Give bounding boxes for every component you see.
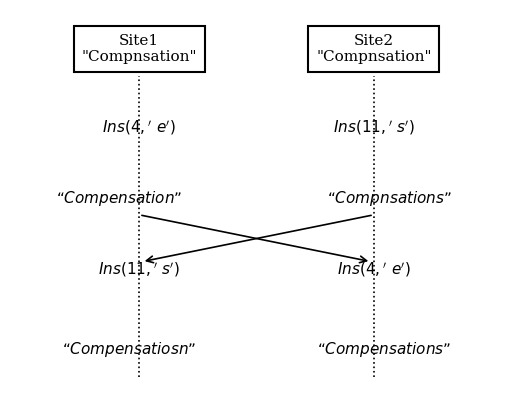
Text: “$Compensation$”: “$Compensation$” <box>55 189 182 209</box>
Text: Site2
"Compnsation": Site2 "Compnsation" <box>316 34 431 64</box>
Text: “$Compensations$”: “$Compensations$” <box>317 339 451 359</box>
Text: $Ins(11,{}^{\prime}\ s{}^{\prime})$: $Ins(11,{}^{\prime}\ s{}^{\prime})$ <box>333 119 415 137</box>
Text: “$Compensatiosn$”: “$Compensatiosn$” <box>62 339 196 359</box>
Text: $Ins(11,{}^{\prime}\ s{}^{\prime})$: $Ins(11,{}^{\prime}\ s{}^{\prime})$ <box>98 261 180 279</box>
Text: Site1
"Compnsation": Site1 "Compnsation" <box>82 34 197 64</box>
Text: “$Compnsations$”: “$Compnsations$” <box>327 189 451 209</box>
Text: $Ins(4,{}^{\prime}\ e{}^{\prime})$: $Ins(4,{}^{\prime}\ e{}^{\prime})$ <box>103 119 176 137</box>
Text: $Ins(4,{}^{\prime}\ e{}^{\prime})$: $Ins(4,{}^{\prime}\ e{}^{\prime})$ <box>337 261 410 279</box>
